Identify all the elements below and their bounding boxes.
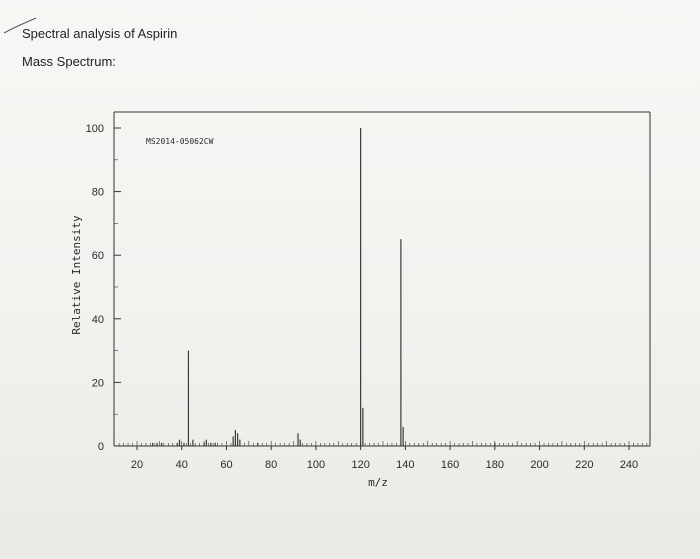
y-tick-label: 20 — [92, 377, 104, 389]
x-tick-label: 120 — [351, 459, 369, 471]
y-axis-label: Relative Intensity — [70, 215, 83, 335]
chart-ticks: 20 40 60 80 100 120 140 160 180 200 220 240 0 20 40 60 8… — [86, 123, 648, 471]
x-tick-label: 20 — [131, 459, 143, 471]
x-tick-label: 40 — [176, 459, 188, 471]
spectrum-id-annotation: MS2014-05062CW — [146, 137, 214, 146]
chart-peaks — [152, 128, 496, 446]
y-tick-label: 60 — [92, 250, 104, 262]
page-title: Spectral analysis of Aspirin — [22, 26, 178, 41]
x-tick-label: 180 — [486, 459, 504, 471]
x-tick-label: 160 — [441, 459, 459, 471]
x-tick-label: 80 — [265, 459, 277, 471]
y-tick-label: 100 — [86, 123, 104, 135]
x-tick-label: 220 — [575, 459, 593, 471]
x-axis-label: m/z — [368, 476, 388, 489]
x-tick-label: 140 — [396, 459, 414, 471]
pen-stroke-mark — [3, 17, 37, 34]
y-tick-label: 80 — [92, 187, 104, 199]
x-tick-label: 240 — [620, 459, 638, 471]
chart-axes — [113, 111, 651, 447]
x-tick-label: 100 — [307, 459, 325, 471]
page-subtitle: Mass Spectrum: — [22, 54, 116, 69]
x-tick-label: 60 — [220, 459, 232, 471]
x-tick-label: 200 — [530, 459, 548, 471]
y-tick-label: 0 — [98, 441, 104, 453]
y-tick-label: 40 — [92, 314, 104, 326]
